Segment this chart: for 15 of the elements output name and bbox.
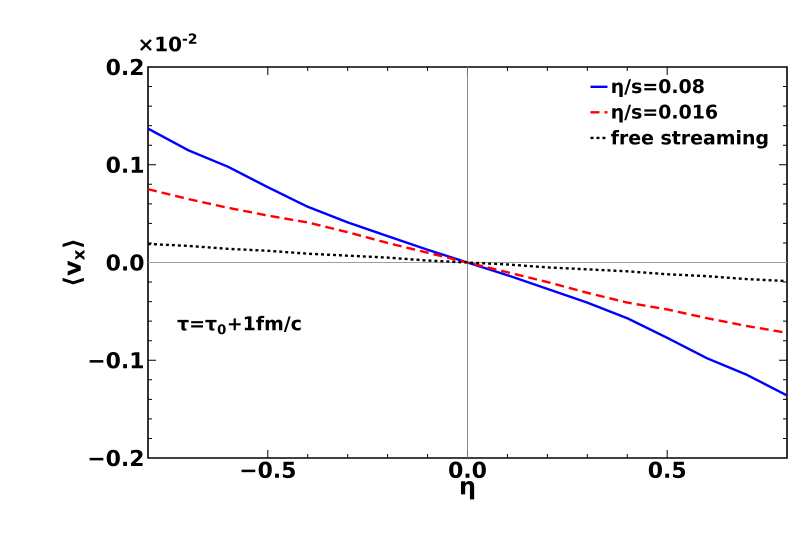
y-tick-label: 0.0: [106, 254, 144, 271]
text: ×10$^{-2}$: [140, 33, 196, 52]
legend-label: η/s=0.08: [612, 79, 704, 97]
y-axis-title: ⟨v$_{x}$⟩: [62, 240, 84, 284]
legend-label: η/s=0.016: [612, 104, 718, 122]
y-tick-label: 0.1: [106, 156, 143, 174]
x-tick-label: 0.0: [449, 462, 486, 478]
x-axis-title: η: [460, 480, 474, 500]
annotation: τ=τ$_{0}$+1fm/c: [177, 316, 301, 334]
x-tick-label: −0.5: [242, 462, 295, 478]
y-tick-label: −0.2: [90, 450, 143, 466]
y-tick-label: 0.2: [106, 58, 143, 76]
x-tick-label: 0.5: [648, 462, 686, 478]
legend-label: free streaming: [611, 130, 768, 148]
y-tick-label: −0.1: [90, 352, 143, 369]
